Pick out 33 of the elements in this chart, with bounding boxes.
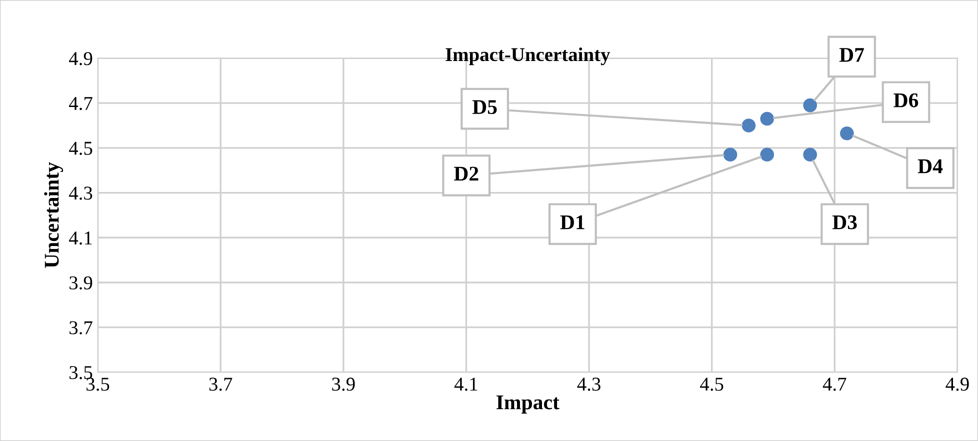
y-tick-label: 4.1 (69, 232, 92, 245)
y-axis-title: Uncertainty (44, 162, 64, 268)
point (742, 118, 756, 132)
text: D7 (839, 48, 864, 62)
y-tick-label: 4.7 (69, 97, 92, 110)
y-tick-label: 4.5 (69, 142, 92, 155)
text: D1 (560, 215, 584, 230)
y-tick-label: 3.5 (70, 366, 92, 380)
point (760, 148, 774, 162)
point (723, 148, 738, 162)
x-tick-label: 4.7 (822, 378, 846, 391)
x-tick-label: 4.5 (700, 378, 724, 391)
x-tick-label: 4.3 (577, 378, 600, 391)
point (803, 98, 817, 112)
text: D5 (472, 100, 497, 114)
text: D4 (918, 159, 943, 174)
y-tick-label: 4.9 (69, 52, 92, 66)
chart-title: Impact-Uncertainty (446, 47, 610, 66)
y-tick-label: 3.7 (70, 321, 92, 334)
y-tick-label: 3.9 (70, 276, 92, 290)
point (803, 148, 817, 162)
x-tick-label: 4.1 (454, 378, 478, 391)
text: D6 (894, 93, 918, 108)
point (840, 126, 854, 140)
x-tick-label: 3.9 (332, 378, 355, 391)
x-axis-title: Impact (496, 396, 560, 414)
point (760, 112, 774, 126)
x-tick-label: 4.9 (946, 378, 969, 391)
x-tick-label: 3.7 (209, 378, 232, 391)
text: D3 (832, 215, 857, 230)
text: D2 (454, 166, 478, 181)
x-tick-label: 3.5 (86, 378, 110, 391)
y-tick-label: 4.3 (69, 186, 92, 200)
